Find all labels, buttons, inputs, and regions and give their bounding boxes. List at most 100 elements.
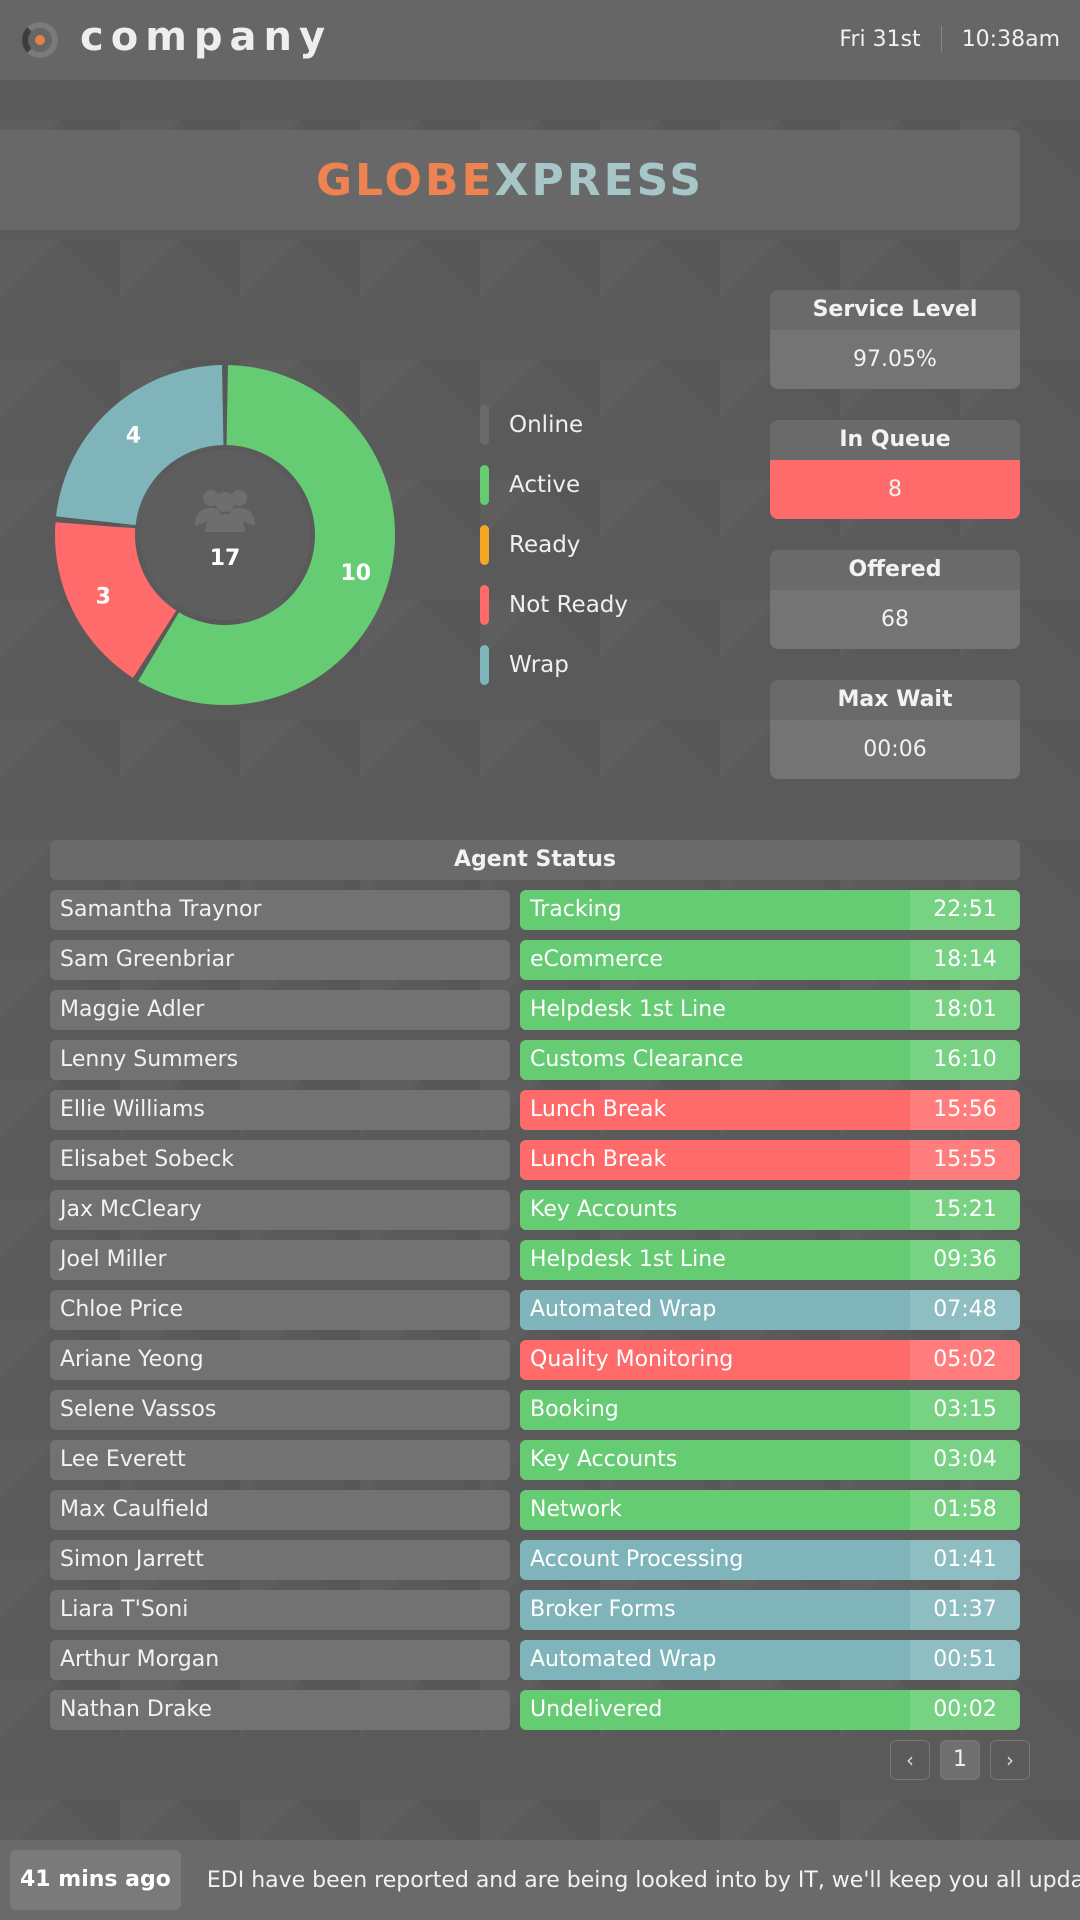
legend-item-wrap: Wrap bbox=[480, 635, 628, 695]
agent-name: Joel Miller bbox=[50, 1240, 510, 1280]
service-level-value: 97.05% bbox=[853, 347, 937, 372]
pagination: ‹ 1 › bbox=[880, 1740, 1030, 1780]
agent-row: Max Caulfield Network 01:58 bbox=[50, 1490, 1020, 1530]
agent-row: Samantha Traynor Tracking 22:51 bbox=[50, 890, 1020, 930]
agent-status-duration: 01:37 bbox=[910, 1590, 1020, 1630]
legend-swatch bbox=[480, 585, 489, 625]
agent-status-label: Automated Wrap bbox=[530, 1297, 717, 1322]
agent-row: Lee Everett Key Accounts 03:04 bbox=[50, 1440, 1020, 1480]
offered-card: Offered 68 bbox=[770, 550, 1020, 649]
agent-status-label: Undelivered bbox=[530, 1697, 663, 1722]
agent-status-duration: 18:01 bbox=[910, 990, 1020, 1030]
agent-status-bar: Quality Monitoring 05:02 bbox=[520, 1340, 1020, 1380]
agent-row: Jax McCleary Key Accounts 15:21 bbox=[50, 1190, 1020, 1230]
agent-status-duration: 01:41 bbox=[910, 1540, 1020, 1580]
service-level-card: Service Level 97.05% bbox=[770, 290, 1020, 389]
agent-row: Simon Jarrett Account Processing 01:41 bbox=[50, 1540, 1020, 1580]
agent-name: Ariane Yeong bbox=[50, 1340, 510, 1380]
prev-page-button[interactable]: ‹ bbox=[890, 1740, 930, 1780]
agent-name: Maggie Adler bbox=[50, 990, 510, 1030]
agent-name: Selene Vassos bbox=[50, 1390, 510, 1430]
brand-logo-part-2: XPRESS bbox=[494, 154, 705, 206]
donut-segment-not-ready bbox=[54, 522, 177, 678]
top-bar: company Fri 31st 10:38am bbox=[0, 0, 1080, 80]
legend-swatch bbox=[480, 405, 489, 445]
agent-status-duration: 01:58 bbox=[910, 1490, 1020, 1530]
next-page-button[interactable]: › bbox=[990, 1740, 1030, 1780]
agent-name: Sam Greenbriar bbox=[50, 940, 510, 980]
agent-status-bar: Customs Clearance 16:10 bbox=[520, 1040, 1020, 1080]
agent-status-duration: 22:51 bbox=[910, 890, 1020, 930]
in-queue-value: 8 bbox=[770, 460, 1020, 519]
announcement-message: EDI have been reported and are being loo… bbox=[206, 1867, 1080, 1893]
legend-label: Not Ready bbox=[509, 592, 629, 618]
page-1-button[interactable]: 1 bbox=[940, 1740, 980, 1780]
agent-status-duration: 03:15 bbox=[910, 1390, 1020, 1430]
agent-status-label: Network bbox=[530, 1497, 622, 1522]
current-date: Fri 31st bbox=[839, 26, 921, 52]
agent-status-label: Automated Wrap bbox=[530, 1647, 717, 1672]
users-icon bbox=[195, 490, 255, 532]
agent-row: Chloe Price Automated Wrap 07:48 bbox=[50, 1290, 1020, 1330]
donut-segment-value: 4 bbox=[126, 423, 141, 448]
agent-name: Elisabet Sobeck bbox=[50, 1140, 510, 1180]
brand-banner: GLOBEXPRESS bbox=[0, 130, 1020, 230]
agent-status-list: Samantha Traynor Tracking 22:51 Sam Greenbr… bbox=[50, 890, 1020, 1740]
agent-row: Joel Miller Helpdesk 1st Line 09:36 bbox=[50, 1240, 1020, 1280]
agent-status-duration: 03:04 bbox=[910, 1440, 1020, 1480]
agent-row: Selene Vassos Booking 03:15 bbox=[50, 1390, 1020, 1430]
date-time: Fri 31st 10:38am bbox=[839, 26, 1060, 52]
agent-status-bar: Helpdesk 1st Line 09:36 bbox=[520, 1240, 1020, 1280]
agent-name: Max Caulfield bbox=[50, 1490, 510, 1530]
chart-legend: Online Active Ready Not Ready Wrap bbox=[480, 395, 628, 695]
agent-name: Ellie Williams bbox=[50, 1090, 510, 1130]
agent-status-label: Tracking bbox=[530, 897, 622, 922]
agent-status-duration: 07:48 bbox=[910, 1290, 1020, 1330]
agent-status-bar: Lunch Break 15:55 bbox=[520, 1140, 1020, 1180]
agent-status-duration: 16:10 bbox=[910, 1040, 1020, 1080]
agent-status-bar: Undelivered 00:02 bbox=[520, 1690, 1020, 1730]
donut-total-label: 17 bbox=[210, 546, 241, 571]
agent-name: Arthur Morgan bbox=[50, 1640, 510, 1680]
agent-row: Liara T'Soni Broker Forms 01:37 bbox=[50, 1590, 1020, 1630]
legend-item-ready: Ready bbox=[480, 515, 628, 575]
agent-status-duration: 05:02 bbox=[910, 1340, 1020, 1380]
donut-segment-value: 10 bbox=[340, 561, 371, 586]
agent-status-bar: Account Processing 01:41 bbox=[520, 1540, 1020, 1580]
agent-status-duration: 00:02 bbox=[910, 1690, 1020, 1730]
agent-status-duration: 15:21 bbox=[910, 1190, 1020, 1230]
legend-item-active: Active bbox=[480, 455, 628, 515]
brand-logo: GLOBEXPRESS bbox=[316, 155, 704, 206]
announcement-ticker: 41 mins ago EDI have been reported and a… bbox=[0, 1840, 1080, 1920]
agent-status-bar: eCommerce 18:14 bbox=[520, 940, 1020, 980]
agent-status-bar: Automated Wrap 00:51 bbox=[520, 1640, 1020, 1680]
agent-name: Simon Jarrett bbox=[50, 1540, 510, 1580]
service-level-title: Service Level bbox=[770, 290, 1020, 330]
company-name: company bbox=[80, 14, 333, 60]
agent-row: Arthur Morgan Automated Wrap 00:51 bbox=[50, 1640, 1020, 1680]
agent-row: Ariane Yeong Quality Monitoring 05:02 bbox=[50, 1340, 1020, 1380]
legend-label: Wrap bbox=[509, 652, 569, 678]
brand-logo-part-1: GLOBE bbox=[315, 154, 495, 206]
agent-status-duration: 18:14 bbox=[910, 940, 1020, 980]
donut-center bbox=[140, 450, 310, 620]
agent-status-duration: 15:56 bbox=[910, 1090, 1020, 1130]
max-wait-card: Max Wait 00:06 bbox=[770, 680, 1020, 779]
agent-name: Lee Everett bbox=[50, 1440, 510, 1480]
agent-status-header: Agent Status bbox=[50, 840, 1020, 880]
legend-swatch bbox=[480, 645, 489, 685]
donut-svg: 10 3 4 17 bbox=[54, 365, 395, 705]
legend-swatch bbox=[480, 465, 489, 505]
agent-name: Jax McCleary bbox=[50, 1190, 510, 1230]
legend-label: Ready bbox=[509, 532, 581, 558]
agent-status-bar: Network 01:58 bbox=[520, 1490, 1020, 1530]
agent-row: Maggie Adler Helpdesk 1st Line 18:01 bbox=[50, 990, 1020, 1030]
in-queue-title: In Queue bbox=[770, 420, 1020, 460]
agent-status-label: Customs Clearance bbox=[530, 1047, 744, 1072]
legend-label: Online bbox=[509, 412, 584, 438]
agent-row: Elisabet Sobeck Lunch Break 15:55 bbox=[50, 1140, 1020, 1180]
offered-title: Offered bbox=[770, 550, 1020, 590]
agent-name: Liara T'Soni bbox=[50, 1590, 510, 1630]
agent-status-label: eCommerce bbox=[530, 947, 663, 972]
agent-status-bar: Lunch Break 15:56 bbox=[520, 1090, 1020, 1130]
